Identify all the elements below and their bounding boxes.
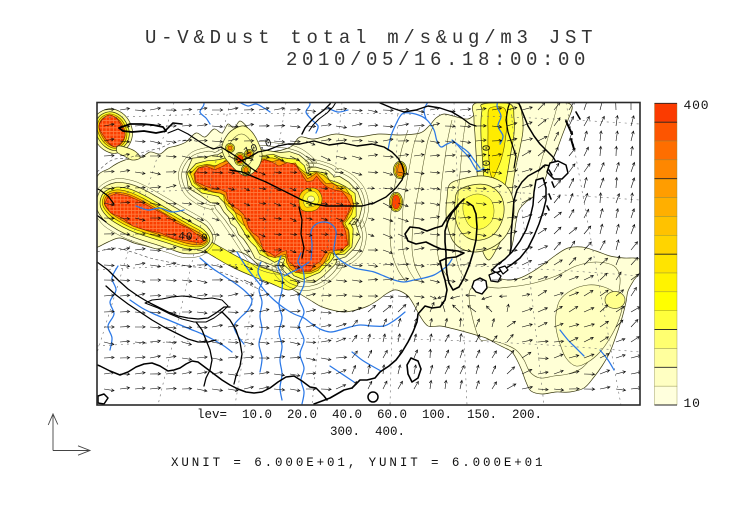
- svg-text:40.0: 40.0: [482, 144, 494, 174]
- svg-text:10: 10: [684, 396, 701, 411]
- svg-text:40.0: 40.0: [178, 231, 209, 245]
- svg-text:400: 400: [684, 98, 710, 113]
